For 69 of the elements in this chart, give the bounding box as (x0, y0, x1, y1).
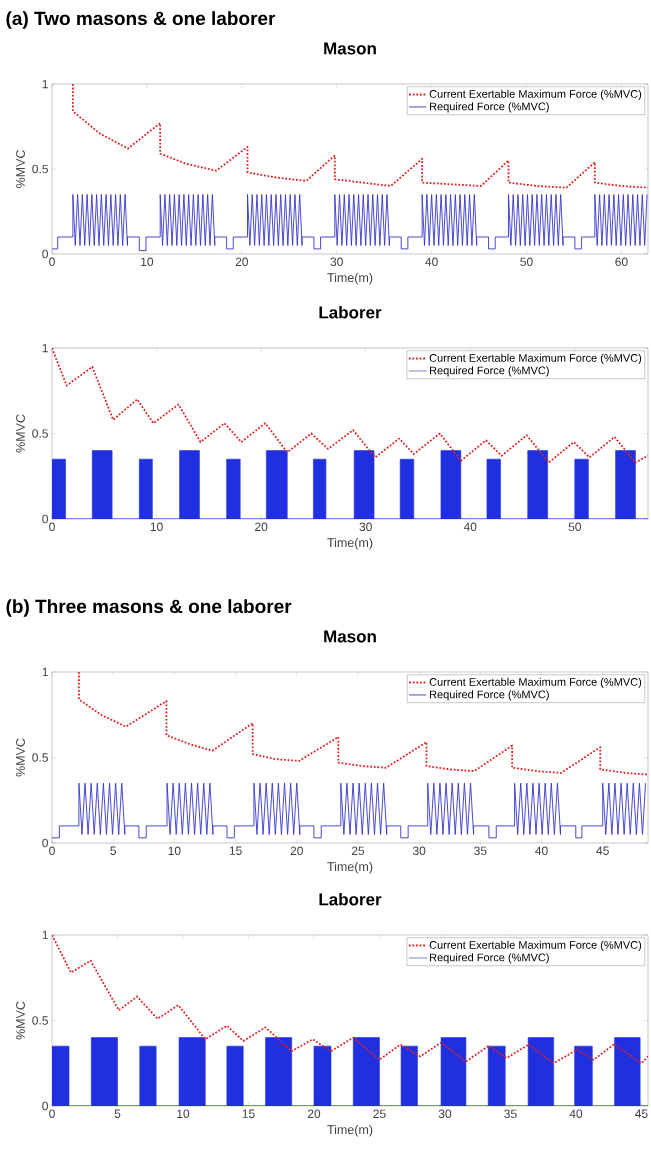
x-tick-label: 40 (463, 522, 477, 532)
line-series (71, 84, 648, 189)
y-tick-label: 0.5 (32, 1016, 48, 1025)
x-tick-label: 10 (177, 1109, 189, 1119)
x-tick-label: 20 (307, 1109, 320, 1119)
text: (a) Two masons & one laborer (6, 11, 275, 29)
y-tick-label: 0 (42, 838, 48, 848)
x-axis-title: Time(m) (327, 272, 373, 285)
x-tick-label: 30 (330, 257, 343, 267)
y-axis-title: %MVC (15, 738, 25, 777)
x-tick-label: 45 (634, 1109, 648, 1118)
chart-title: Mason (324, 630, 376, 643)
x-axis-title: Time(m) (327, 1124, 373, 1137)
legend-label: Required Force (%MVC) (429, 953, 549, 964)
x-tick-label: 25 (351, 846, 364, 856)
legend-label: Required Force (%MVC) (429, 102, 549, 113)
x-tick-label: 25 (373, 1109, 386, 1119)
y-tick-label: 0 (42, 249, 48, 259)
y-tick-label: 0 (42, 514, 48, 524)
line-series (51, 782, 646, 839)
x-tick-label: 35 (504, 1109, 517, 1119)
x-tick-label: 5 (114, 1109, 121, 1118)
x-tick-label: 40 (569, 1109, 582, 1119)
line-series (51, 348, 648, 464)
legend-label: Current Exertable Maximum Force (%MVC) (429, 677, 641, 688)
x-tick-label: 10 (168, 846, 181, 856)
x-axis-title: Time(m) (327, 861, 373, 874)
y-axis-title: %MVC (15, 1001, 25, 1040)
y-tick-label: 0 (42, 1101, 48, 1111)
legend-label: Current Exertable Maximum Force (%MVC) (429, 353, 641, 365)
x-tick-label: 30 (438, 1109, 451, 1119)
x-tick-label: 60 (615, 257, 628, 267)
y-axis-title: %MVC (15, 414, 25, 453)
x-tick-label: 10 (140, 257, 153, 267)
y-tick-label: 1 (42, 79, 48, 89)
x-tick-label: 20 (290, 846, 303, 856)
x-tick-label: 40 (534, 846, 548, 856)
chart-title: Laborer (319, 305, 382, 319)
x-axis-title: Time(m) (327, 537, 373, 550)
y-tick-label: 1 (42, 343, 48, 353)
text: (b) Three masons & one laborer (6, 599, 292, 617)
x-tick-label: 35 (473, 846, 487, 856)
x-tick-label: 50 (520, 257, 533, 267)
x-tick-label: 10 (150, 522, 163, 532)
line-series (51, 194, 648, 252)
y-tick-label: 0.5 (32, 753, 48, 762)
x-tick-label: 15 (242, 1109, 255, 1118)
y-tick-label: 0.5 (32, 429, 48, 438)
chart-title: Laborer (319, 892, 382, 906)
x-tick-label: 45 (596, 846, 609, 855)
y-tick-label: 1 (42, 930, 48, 940)
legend-label: Required Force (%MVC) (429, 690, 549, 701)
x-tick-label: 5 (110, 846, 116, 855)
y-axis-title: %MVC (15, 150, 25, 189)
x-tick-label: 15 (229, 846, 242, 855)
y-tick-label: 1 (42, 667, 48, 677)
line-series (77, 671, 648, 776)
x-tick-label: 50 (568, 522, 581, 532)
legend-label: Current Exertable Maximum Force (%MVC) (429, 89, 641, 100)
x-tick-label: 30 (359, 522, 372, 532)
x-tick-label: 20 (254, 522, 268, 532)
legend-label: Current Exertable Maximum Force (%MVC) (429, 940, 641, 951)
x-tick-label: 40 (425, 257, 438, 267)
y-tick-label: 0.5 (32, 164, 48, 174)
legend-label: Required Force (%MVC) (429, 366, 549, 377)
x-tick-label: 20 (235, 257, 248, 267)
x-tick-label: 30 (412, 846, 426, 856)
chart-title: Mason (324, 42, 376, 55)
line-series (51, 934, 648, 1065)
